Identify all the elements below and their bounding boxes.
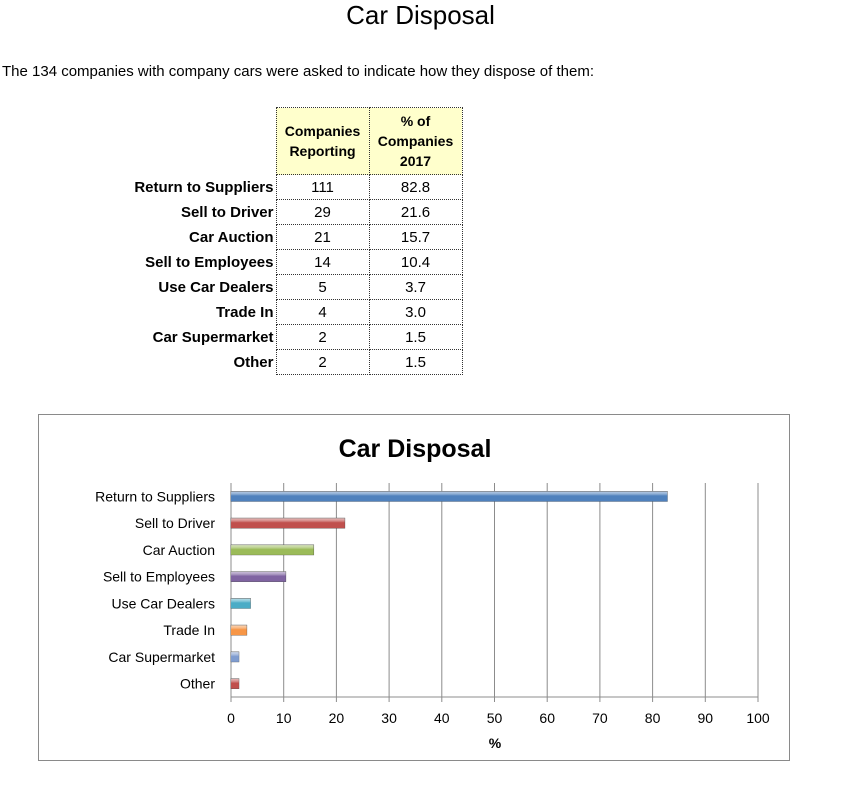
disposal-table: Companies Reporting % of Companies 2017 … — [0, 107, 463, 375]
row-label: Return to Suppliers — [0, 174, 277, 200]
x-tick-label: 50 — [487, 710, 503, 726]
companies-cell: 21 — [275, 224, 370, 250]
category-label: Return to Suppliers — [95, 488, 215, 504]
x-tick-label: 0 — [227, 710, 235, 726]
x-tick-label: 30 — [381, 710, 397, 726]
header-percent-companies: % of Companies 2017 — [368, 107, 463, 175]
intro-text: The 134 companies with company cars were… — [2, 63, 594, 80]
header-text: Companies — [377, 133, 454, 149]
x-tick-labels: 0 10 20 30 40 50 60 70 80 90 100 — [227, 710, 770, 726]
category-label: Other — [180, 676, 215, 692]
row-label: Car Supermarket — [0, 324, 277, 350]
gridlines — [230, 483, 759, 702]
companies-cell: 14 — [275, 249, 370, 275]
row-label: Use Car Dealers — [0, 274, 277, 300]
row-label: Other — [0, 349, 277, 375]
x-tick-label: 100 — [746, 710, 770, 726]
category-label: Trade In — [163, 622, 215, 638]
chart-title: Car Disposal — [339, 435, 492, 463]
table-row: Other 2 1.5 — [0, 349, 463, 375]
row-label: Sell to Driver — [0, 199, 277, 225]
table-header-row: Companies Reporting % of Companies 2017 — [0, 107, 463, 175]
chart-container: Car Disposal Return to Suppliers Sell to … — [38, 414, 790, 761]
category-labels: Return to Suppliers Sell to Driver Car Auc… — [95, 488, 215, 691]
table-row: Car Auction 21 15.7 — [0, 224, 463, 250]
table-corner — [0, 107, 277, 175]
bar-highlight — [231, 544, 314, 555]
percent-cell: 3.0 — [368, 299, 463, 325]
table-row: Use Car Dealers 5 3.7 — [0, 274, 463, 300]
bar-highlight — [231, 625, 247, 636]
companies-cell: 2 — [275, 324, 370, 350]
companies-cell: 111 — [275, 174, 370, 200]
row-label: Sell to Employees — [0, 249, 277, 275]
bar-chart: Car Disposal Return to Suppliers Sell to … — [95, 435, 770, 751]
table-row: Sell to Employees 14 10.4 — [0, 249, 463, 275]
bar-highlight — [231, 518, 345, 529]
percent-cell: 1.5 — [368, 324, 463, 350]
x-axis-label: % — [489, 735, 502, 751]
x-tick-label: 20 — [329, 710, 345, 726]
header-companies-reporting: Companies Reporting — [275, 107, 370, 175]
x-tick-label: 80 — [645, 710, 661, 726]
bar-highlight — [231, 678, 239, 689]
x-tick-label: 40 — [434, 710, 450, 726]
row-label: Car Auction — [0, 224, 277, 250]
category-label: Sell to Employees — [103, 569, 215, 585]
bar-highlight — [231, 651, 239, 662]
percent-cell: 3.7 — [368, 274, 463, 300]
header-text: 2017 — [399, 153, 432, 169]
category-label: Use Car Dealers — [112, 595, 215, 611]
table-row: Sell to Driver 29 21.6 — [0, 199, 463, 225]
companies-cell: 5 — [275, 274, 370, 300]
bar-highlight — [231, 598, 251, 609]
percent-cell: 21.6 — [368, 199, 463, 225]
x-tick-label: 60 — [539, 710, 555, 726]
header-text: Reporting — [289, 143, 356, 159]
bar-highlight — [231, 571, 286, 582]
companies-cell: 4 — [275, 299, 370, 325]
table-row: Car Supermarket 2 1.5 — [0, 324, 463, 350]
x-tick-label: 90 — [698, 710, 714, 726]
page-title: Car Disposal — [346, 0, 495, 30]
percent-cell: 10.4 — [368, 249, 463, 275]
percent-cell: 15.7 — [368, 224, 463, 250]
table-row: Return to Suppliers 111 82.8 — [0, 174, 463, 200]
x-tick-label: 10 — [276, 710, 292, 726]
table-row: Trade In 4 3.0 — [0, 299, 463, 325]
header-text: % of — [400, 113, 431, 129]
companies-cell: 29 — [275, 199, 370, 225]
bar-highlight — [231, 491, 668, 502]
row-label: Trade In — [0, 299, 277, 325]
category-label: Car Auction — [143, 542, 215, 558]
percent-cell: 1.5 — [368, 349, 463, 375]
percent-cell: 82.8 — [368, 174, 463, 200]
header-text: Companies — [284, 123, 361, 139]
category-label: Car Supermarket — [108, 649, 215, 665]
companies-cell: 2 — [275, 349, 370, 375]
x-tick-label: 70 — [592, 710, 608, 726]
category-label: Sell to Driver — [135, 515, 215, 531]
bars — [230, 491, 668, 689]
